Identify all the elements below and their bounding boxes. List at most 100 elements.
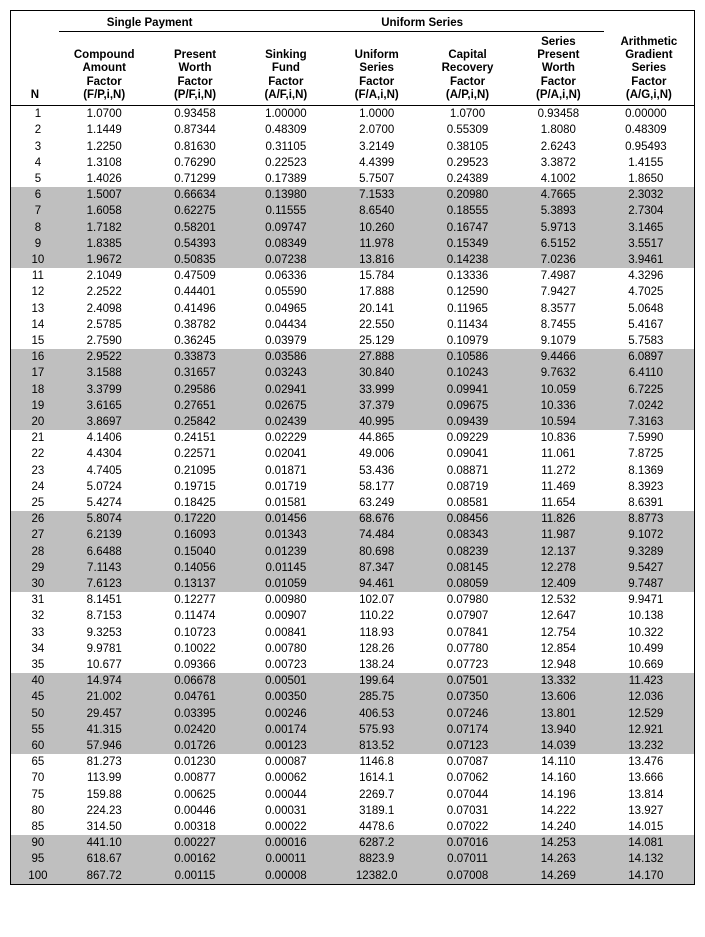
cell-value: 0.00031	[240, 803, 331, 819]
cell-value: 0.13336	[422, 268, 513, 284]
cell-value: 0.00246	[240, 706, 331, 722]
table-row: 41.31080.762900.225234.43990.295233.3872…	[11, 155, 694, 171]
cell-value: 0.07174	[422, 722, 513, 738]
cell-n: 16	[11, 349, 59, 365]
col-pf: PresentWorthFactor(P/F,i,N)	[150, 32, 241, 106]
cell-value: 4478.6	[331, 819, 422, 835]
cell-value: 0.17389	[240, 171, 331, 187]
cell-value: 0.95493	[604, 139, 694, 155]
cell-value: 0.02229	[240, 430, 331, 446]
table-row: 214.14060.241510.0222944.8650.0922910.83…	[11, 430, 694, 446]
cell-value: 0.00016	[240, 835, 331, 851]
table-row: 245.07240.197150.0171958.1770.0871911.46…	[11, 479, 694, 495]
cell-value: 7.4987	[513, 268, 604, 284]
cell-value: 1.7182	[59, 220, 150, 236]
cell-value: 14.015	[604, 819, 694, 835]
cell-value: 0.07780	[422, 641, 513, 657]
table-row: 21.14490.873440.483092.07000.553091.8080…	[11, 122, 694, 138]
cell-value: 285.75	[331, 689, 422, 705]
cell-value: 5.4274	[59, 495, 150, 511]
cell-value: 0.01145	[240, 560, 331, 576]
cell-value: 0.09941	[422, 382, 513, 398]
cell-n: 29	[11, 560, 59, 576]
cell-value: 12.532	[513, 592, 604, 608]
cell-value: 0.07907	[422, 608, 513, 624]
cell-value: 0.09675	[422, 398, 513, 414]
table-row: 318.14510.122770.00980102.070.0798012.53…	[11, 592, 694, 608]
cell-value: 0.00723	[240, 657, 331, 673]
cell-value: 2.0700	[331, 122, 422, 138]
cell-value: 4.7405	[59, 463, 150, 479]
cell-value: 13.232	[604, 738, 694, 754]
cell-value: 10.677	[59, 657, 150, 673]
cell-n: 6	[11, 187, 59, 203]
cell-value: 0.07022	[422, 819, 513, 835]
cell-value: 8.6540	[331, 203, 422, 219]
cell-value: 0.22523	[240, 155, 331, 171]
cell-value: 13.476	[604, 754, 694, 770]
cell-n: 11	[11, 268, 59, 284]
cell-value: 118.93	[331, 625, 422, 641]
cell-value: 0.08349	[240, 236, 331, 252]
cell-value: 3.6165	[59, 398, 150, 414]
table-row: 224.43040.225710.0204149.0060.0904111.06…	[11, 446, 694, 462]
cell-value: 0.87344	[150, 122, 241, 138]
cell-value: 1.00000	[240, 106, 331, 123]
cell-n: 30	[11, 576, 59, 592]
cell-value: 4.1002	[513, 171, 604, 187]
cell-value: 8.3923	[604, 479, 694, 495]
cell-n: 2	[11, 122, 59, 138]
cell-value: 14.240	[513, 819, 604, 835]
cell-value: 618.67	[59, 851, 150, 867]
cell-value: 441.10	[59, 835, 150, 851]
cell-value: 0.07087	[422, 754, 513, 770]
cell-value: 2.9522	[59, 349, 150, 365]
cell-value: 11.654	[513, 495, 604, 511]
cell-n: 45	[11, 689, 59, 705]
cell-value: 0.44401	[150, 284, 241, 300]
cell-value: 0.15040	[150, 544, 241, 560]
cell-n: 15	[11, 333, 59, 349]
cell-value: 0.12590	[422, 284, 513, 300]
table-row: 61.50070.666340.139807.15330.209804.7665…	[11, 187, 694, 203]
cell-value: 0.07723	[422, 657, 513, 673]
cell-n: 21	[11, 430, 59, 446]
cell-value: 0.00011	[240, 851, 331, 867]
cell-value: 37.379	[331, 398, 422, 414]
cell-value: 575.93	[331, 722, 422, 738]
cell-value: 0.00877	[150, 770, 241, 786]
cell-value: 0.09041	[422, 446, 513, 462]
cell-value: 8.7455	[513, 317, 604, 333]
cell-value: 3.1465	[604, 220, 694, 236]
cell-value: 0.00625	[150, 787, 241, 803]
cell-value: 0.06678	[150, 673, 241, 689]
cell-value: 128.26	[331, 641, 422, 657]
cell-value: 0.10022	[150, 641, 241, 657]
cell-value: 0.18425	[150, 495, 241, 511]
cell-value: 9.1079	[513, 333, 604, 349]
cell-value: 40.995	[331, 414, 422, 430]
cell-value: 4.4304	[59, 446, 150, 462]
cell-value: 0.00841	[240, 625, 331, 641]
cell-value: 8.6391	[604, 495, 694, 511]
cell-value: 0.00087	[240, 754, 331, 770]
cell-value: 1.4026	[59, 171, 150, 187]
cell-value: 3.3872	[513, 155, 604, 171]
cell-value: 15.784	[331, 268, 422, 284]
cell-value: 0.47509	[150, 268, 241, 284]
cell-n: 26	[11, 511, 59, 527]
cell-value: 0.71299	[150, 171, 241, 187]
cell-value: 0.55309	[422, 122, 513, 138]
cell-value: 0.27651	[150, 398, 241, 414]
cell-value: 2.1049	[59, 268, 150, 284]
cell-value: 0.08059	[422, 576, 513, 592]
cell-value: 5.3893	[513, 203, 604, 219]
table-row: 85314.500.003180.000224478.60.0702214.24…	[11, 819, 694, 835]
cell-value: 14.160	[513, 770, 604, 786]
cell-value: 0.01456	[240, 511, 331, 527]
cell-value: 13.927	[604, 803, 694, 819]
cell-value: 7.9427	[513, 284, 604, 300]
table-row: 265.80740.172200.0145668.6760.0845611.82…	[11, 511, 694, 527]
cell-value: 0.50835	[150, 252, 241, 268]
cell-value: 0.18555	[422, 203, 513, 219]
